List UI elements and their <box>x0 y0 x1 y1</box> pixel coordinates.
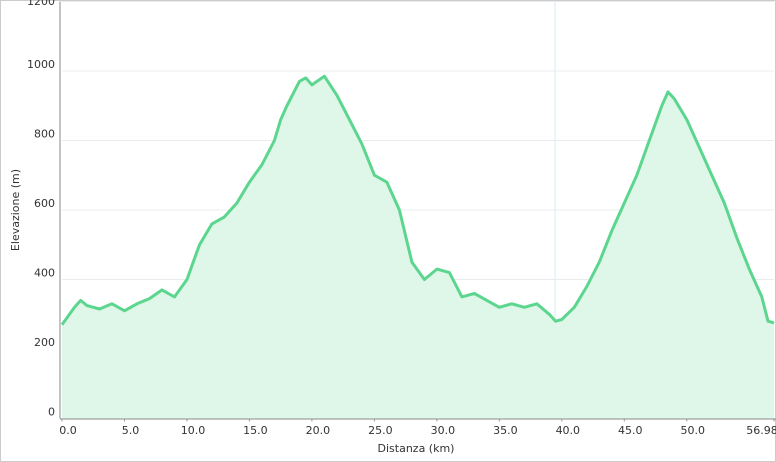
y-tick-label: 1000 <box>27 58 55 71</box>
x-tick-label: 35.0 <box>493 424 518 437</box>
y-tick-label: 200 <box>34 336 55 349</box>
x-tick-label: 20.0 <box>306 424 331 437</box>
elevation-line <box>60 74 775 326</box>
area-fill <box>62 76 774 419</box>
x-tick-label: 5.0 <box>122 424 140 437</box>
x-tick-label: 10.0 <box>181 424 206 437</box>
x-tick-label: 25.0 <box>368 424 393 437</box>
x-tick-label: 45.0 <box>618 424 643 437</box>
y-tick-label: 600 <box>34 197 55 210</box>
x-tick-label: 0.0 <box>59 424 77 437</box>
y-tick-label: 400 <box>34 267 55 280</box>
x-axis-title: Distanza (km) <box>378 442 455 455</box>
x-tick-label: 15.0 <box>243 424 268 437</box>
x-tick-label: 40.0 <box>556 424 581 437</box>
y-axis-title: Elevazione (m) <box>9 169 22 251</box>
x-tick-label: 30.0 <box>431 424 456 437</box>
y-tick-label: 800 <box>34 128 55 141</box>
x-tick-label: 56.98 <box>746 424 776 437</box>
x-tick-label: 50.0 <box>681 424 706 437</box>
y-tick-label: 1200 <box>27 0 55 8</box>
y-tick-label: 0 <box>48 406 55 419</box>
